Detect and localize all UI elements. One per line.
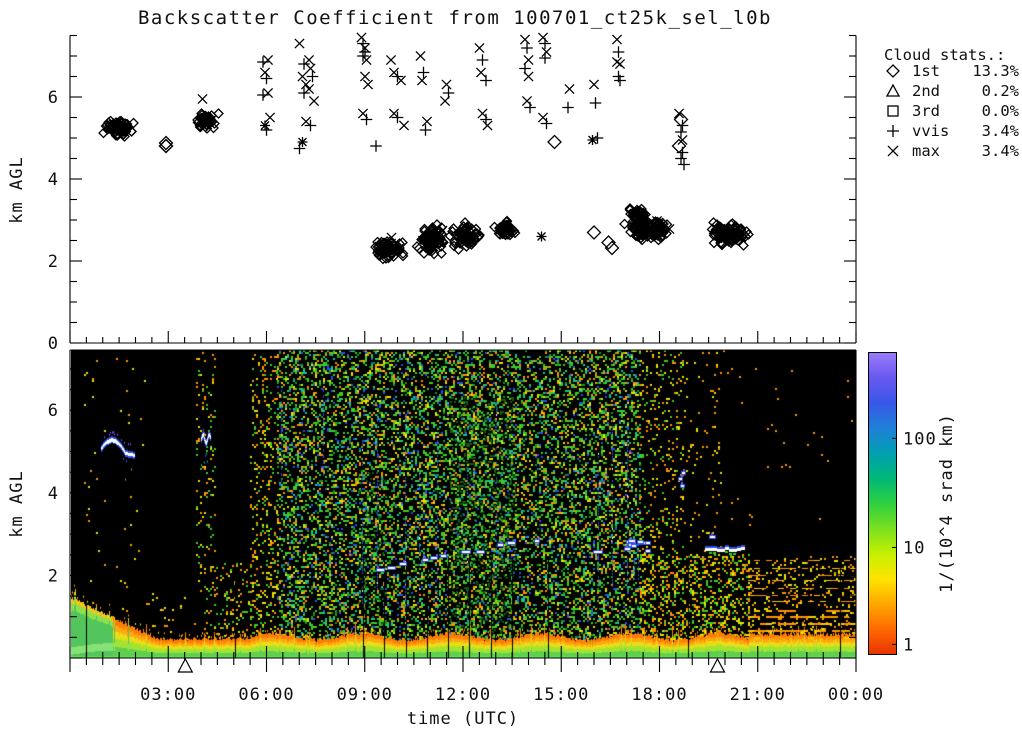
colorbar-tick-labels: 1 10 100 bbox=[892, 429, 937, 655]
svg-text:vvis: vvis bbox=[912, 122, 949, 140]
legend-row: 1st 13.3% bbox=[886, 62, 1020, 80]
triangle-icon bbox=[885, 83, 901, 97]
svg-text:06:00: 06:00 bbox=[238, 685, 294, 705]
svg-text:10: 10 bbox=[903, 538, 925, 558]
y-axis-label-top: km AGL bbox=[7, 156, 27, 223]
svg-text:15:00: 15:00 bbox=[533, 685, 589, 705]
square-icon bbox=[887, 105, 899, 117]
page-title: Backscatter Coefficient from 100701_ct25… bbox=[138, 7, 772, 29]
svg-text:2: 2 bbox=[48, 252, 58, 272]
diamond-icon bbox=[886, 64, 900, 78]
svg-text:100: 100 bbox=[903, 429, 937, 449]
y-tick-labels: 0 2 4 6 2 4 6 bbox=[48, 88, 58, 586]
svg-text:3.4%: 3.4% bbox=[982, 142, 1020, 160]
legend-title: Cloud stats.: bbox=[884, 46, 1005, 64]
svg-text:2nd: 2nd bbox=[912, 82, 940, 100]
svg-text:18:00: 18:00 bbox=[631, 685, 687, 705]
legend-row: max 3.4% bbox=[887, 142, 1020, 160]
svg-text:00:00: 00:00 bbox=[828, 685, 884, 705]
svg-text:0: 0 bbox=[48, 334, 58, 354]
cross-icon bbox=[887, 145, 899, 157]
colorbar-label: 1/(10^4 srad km) bbox=[937, 413, 957, 593]
svg-text:09:00: 09:00 bbox=[337, 685, 393, 705]
svg-text:6: 6 bbox=[48, 88, 58, 108]
svg-text:13.3%: 13.3% bbox=[972, 62, 1019, 80]
svg-text:3.4%: 3.4% bbox=[982, 122, 1020, 140]
svg-text:0.2%: 0.2% bbox=[982, 82, 1020, 100]
svg-text:4: 4 bbox=[48, 170, 58, 190]
svg-text:2: 2 bbox=[48, 566, 58, 586]
svg-text:max: max bbox=[912, 142, 940, 160]
cloud-stats-legend: 1st 13.3% 2nd 0.2% 3rd 0.0% vvis 3.4% max 3.4% bbox=[885, 62, 1020, 160]
axis-triangle-marker bbox=[177, 657, 194, 673]
svg-text:21:00: 21:00 bbox=[730, 685, 786, 705]
svg-text:6: 6 bbox=[48, 401, 58, 421]
svg-text:1: 1 bbox=[903, 635, 914, 655]
backscatter-heatmap bbox=[71, 350, 856, 658]
svg-text:12:00: 12:00 bbox=[435, 685, 491, 705]
svg-text:03:00: 03:00 bbox=[140, 685, 196, 705]
svg-text:4: 4 bbox=[48, 484, 58, 504]
x-tick-labels: 03:00 06:00 09:00 12:00 15:00 18:00 21:00 00:00 bbox=[140, 685, 884, 705]
plus-icon bbox=[887, 125, 899, 137]
svg-text:3rd: 3rd bbox=[912, 102, 940, 120]
axis-triangle-markers bbox=[177, 657, 726, 673]
x-axis-label: time (UTC) bbox=[407, 709, 519, 729]
cloud-base-scatter-markers bbox=[98, 32, 754, 265]
axis-triangle-marker bbox=[709, 657, 726, 673]
colorbar-gradient bbox=[868, 352, 897, 655]
legend-row: vvis 3.4% bbox=[887, 122, 1020, 140]
legend-row: 2nd 0.2% bbox=[885, 82, 1020, 100]
legend-row: 3rd 0.0% bbox=[887, 102, 1020, 120]
svg-text:1st: 1st bbox=[912, 62, 940, 80]
svg-text:0.0%: 0.0% bbox=[982, 102, 1020, 120]
y-axis-label-bottom: km AGL bbox=[7, 470, 27, 537]
